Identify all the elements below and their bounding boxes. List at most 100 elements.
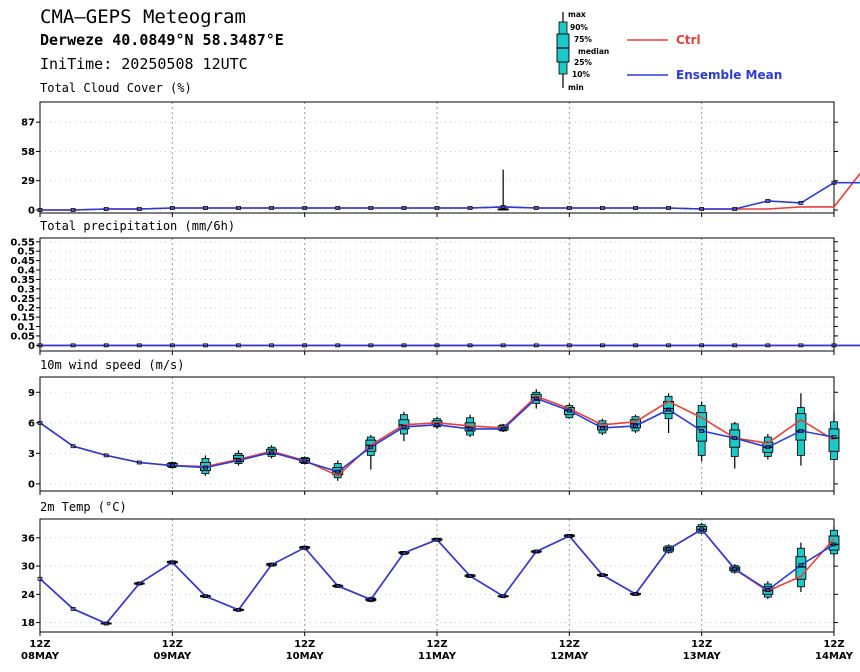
mean-point xyxy=(566,534,572,538)
mean-point xyxy=(136,343,142,348)
mean-point xyxy=(434,537,440,542)
mean-point xyxy=(37,576,43,581)
y-tick-label: 0.2 xyxy=(17,303,35,314)
x-tick-label: 12Z xyxy=(823,639,844,650)
mean-point xyxy=(533,206,539,210)
mean-point xyxy=(169,463,175,468)
x-tick-label: 12Z xyxy=(29,639,50,650)
mean-point xyxy=(467,206,473,210)
mean-point xyxy=(500,594,506,599)
mean-point xyxy=(302,459,308,464)
location-label: Derweze 40.0849°N 58.3487°E xyxy=(40,31,284,49)
mean-point xyxy=(236,206,241,210)
mean-point xyxy=(203,343,208,348)
mean-point xyxy=(70,607,76,611)
mean-point xyxy=(732,567,738,571)
mean-point xyxy=(203,594,208,599)
mean-point xyxy=(633,206,638,210)
mean-point xyxy=(335,343,341,348)
y-tick-label: 0.15 xyxy=(10,313,35,324)
mean-point xyxy=(566,206,572,210)
y-tick-label: 6 xyxy=(28,418,35,429)
mean-point xyxy=(37,208,43,212)
x-tick-date: 14MAY xyxy=(815,651,854,662)
y-tick-label: 3 xyxy=(28,449,35,460)
mean-point xyxy=(434,343,440,348)
y-tick-label: 0.1 xyxy=(17,322,35,333)
mean-point xyxy=(269,206,274,210)
init-time-label: IniTime: 20250508 12UTC xyxy=(40,55,248,73)
box-inner xyxy=(828,428,840,452)
mean-point xyxy=(37,420,43,425)
y-tick-label: 0.5 xyxy=(17,247,35,258)
mean-point xyxy=(236,343,241,348)
mean-point xyxy=(500,205,506,209)
mean-point xyxy=(302,343,308,348)
mean-point xyxy=(533,396,539,401)
mean-point xyxy=(103,207,109,211)
mean-point xyxy=(467,427,473,431)
y-tick-label: 0.05 xyxy=(10,331,35,342)
mean-point xyxy=(269,450,274,455)
y-tick-label: 0.45 xyxy=(10,256,35,267)
mean-point xyxy=(798,343,804,348)
mean-point xyxy=(566,408,572,413)
y-tick-label: 9 xyxy=(28,388,35,399)
legend-box-label: 10% xyxy=(572,70,590,79)
mean-point xyxy=(699,207,705,211)
mean-point xyxy=(566,343,572,348)
y-tick-label: 30 xyxy=(21,562,35,573)
mean-point xyxy=(401,424,407,429)
y-tick-label: 0 xyxy=(28,479,35,490)
mean-point xyxy=(269,343,274,348)
mean-point xyxy=(37,343,43,348)
legend-box-label: median xyxy=(578,47,609,56)
mean-point xyxy=(169,343,175,348)
mean-point xyxy=(335,583,341,588)
mean-point xyxy=(533,549,539,554)
mean-point xyxy=(269,562,274,567)
mean-point xyxy=(831,435,837,439)
mean-point xyxy=(335,206,341,210)
mean-point xyxy=(70,444,76,449)
mean-point xyxy=(798,563,804,568)
mean-point xyxy=(798,429,804,433)
mean-point xyxy=(401,343,407,348)
x-tick-date: 09MAY xyxy=(153,651,192,662)
mean-point xyxy=(666,206,671,210)
mean-point xyxy=(103,453,109,458)
legend-ctrl-label: Ctrl xyxy=(676,33,701,47)
mean-point xyxy=(600,425,605,430)
mean-point xyxy=(70,343,76,348)
x-tick-date: 10MAY xyxy=(286,651,325,662)
mean-point xyxy=(203,465,208,470)
mean-point xyxy=(169,560,175,565)
mean-point xyxy=(203,206,208,210)
ensemble-mean-line xyxy=(40,181,860,211)
mean-point xyxy=(70,208,76,212)
mean-point xyxy=(600,206,605,210)
legend-box-label: min xyxy=(568,83,584,92)
mean-point xyxy=(368,206,374,210)
y-tick-label: 0 xyxy=(28,341,35,352)
mean-point xyxy=(831,180,837,185)
mean-point xyxy=(136,581,142,586)
x-tick-label: 12Z xyxy=(162,639,183,650)
y-tick-label: 0 xyxy=(28,205,35,216)
panel-title: Total Cloud Cover (%) xyxy=(40,81,192,95)
mean-point xyxy=(798,201,804,205)
mean-point xyxy=(103,343,109,348)
y-tick-label: 87 xyxy=(21,118,35,129)
mean-point xyxy=(699,527,705,532)
mean-point xyxy=(633,591,638,596)
x-tick-label: 12Z xyxy=(691,639,712,650)
x-tick-date: 08MAY xyxy=(21,651,60,662)
mean-point xyxy=(136,207,142,211)
mean-point xyxy=(732,436,738,440)
mean-point xyxy=(666,407,671,412)
y-tick-label: 29 xyxy=(21,176,35,187)
mean-point xyxy=(699,429,705,433)
mean-point xyxy=(467,343,473,348)
y-tick-label: 58 xyxy=(21,147,35,158)
